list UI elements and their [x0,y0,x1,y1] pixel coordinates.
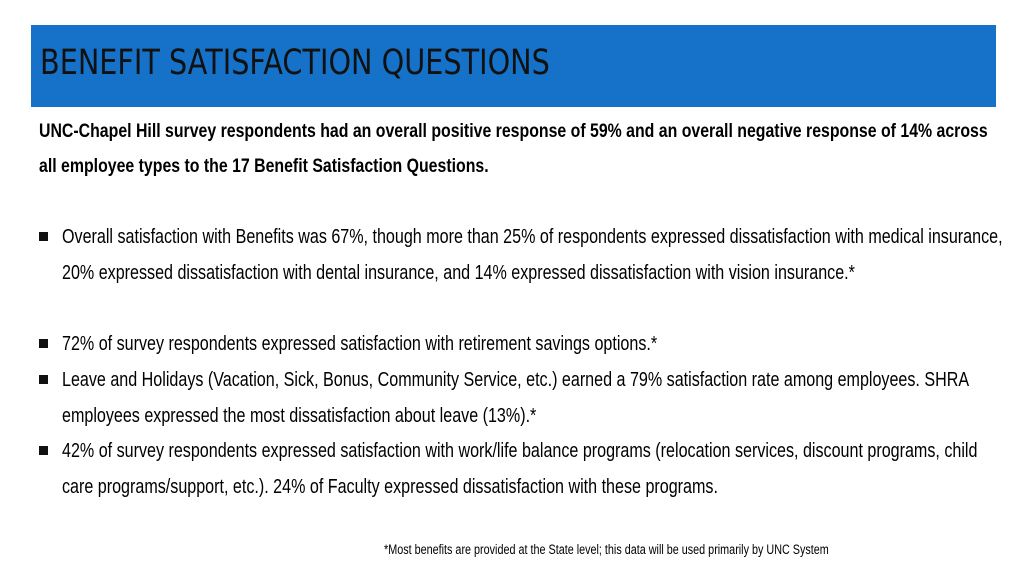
lead-paragraph-container: UNC-Chapel Hill survey respondents had a… [39,114,1009,220]
footnote: *Most benefits are provided at the State… [384,542,829,557]
bullet-item: 72% of survey respondents expressed sati… [39,327,1009,363]
square-bullet-icon [39,446,48,455]
square-bullet-icon [39,232,48,241]
title-banner: BENEFIT SATISFACTION QUESTIONS [31,25,996,107]
square-bullet-icon [39,339,48,348]
slide-body: UNC-Chapel Hill survey respondents had a… [39,114,1009,541]
bullet-text: Overall satisfaction with Benefits was 6… [62,226,1003,284]
bullet-item: Overall satisfaction with Benefits was 6… [39,220,1009,327]
slide-title: BENEFIT SATISFACTION QUESTIONS [40,43,550,83]
bullet-text: 72% of survey respondents expressed sati… [62,333,658,355]
bullet-text: 42% of survey respondents expressed sati… [62,440,978,498]
square-bullet-icon [39,375,48,384]
bullet-text: Leave and Holidays (Vacation, Sick, Bonu… [62,369,969,427]
bullet-item: Leave and Holidays (Vacation, Sick, Bonu… [39,363,1009,434]
lead-paragraph: UNC-Chapel Hill survey respondents had a… [39,121,988,177]
bullet-list: Overall satisfaction with Benefits was 6… [39,220,1009,541]
bullet-item: 42% of survey respondents expressed sati… [39,434,1009,541]
